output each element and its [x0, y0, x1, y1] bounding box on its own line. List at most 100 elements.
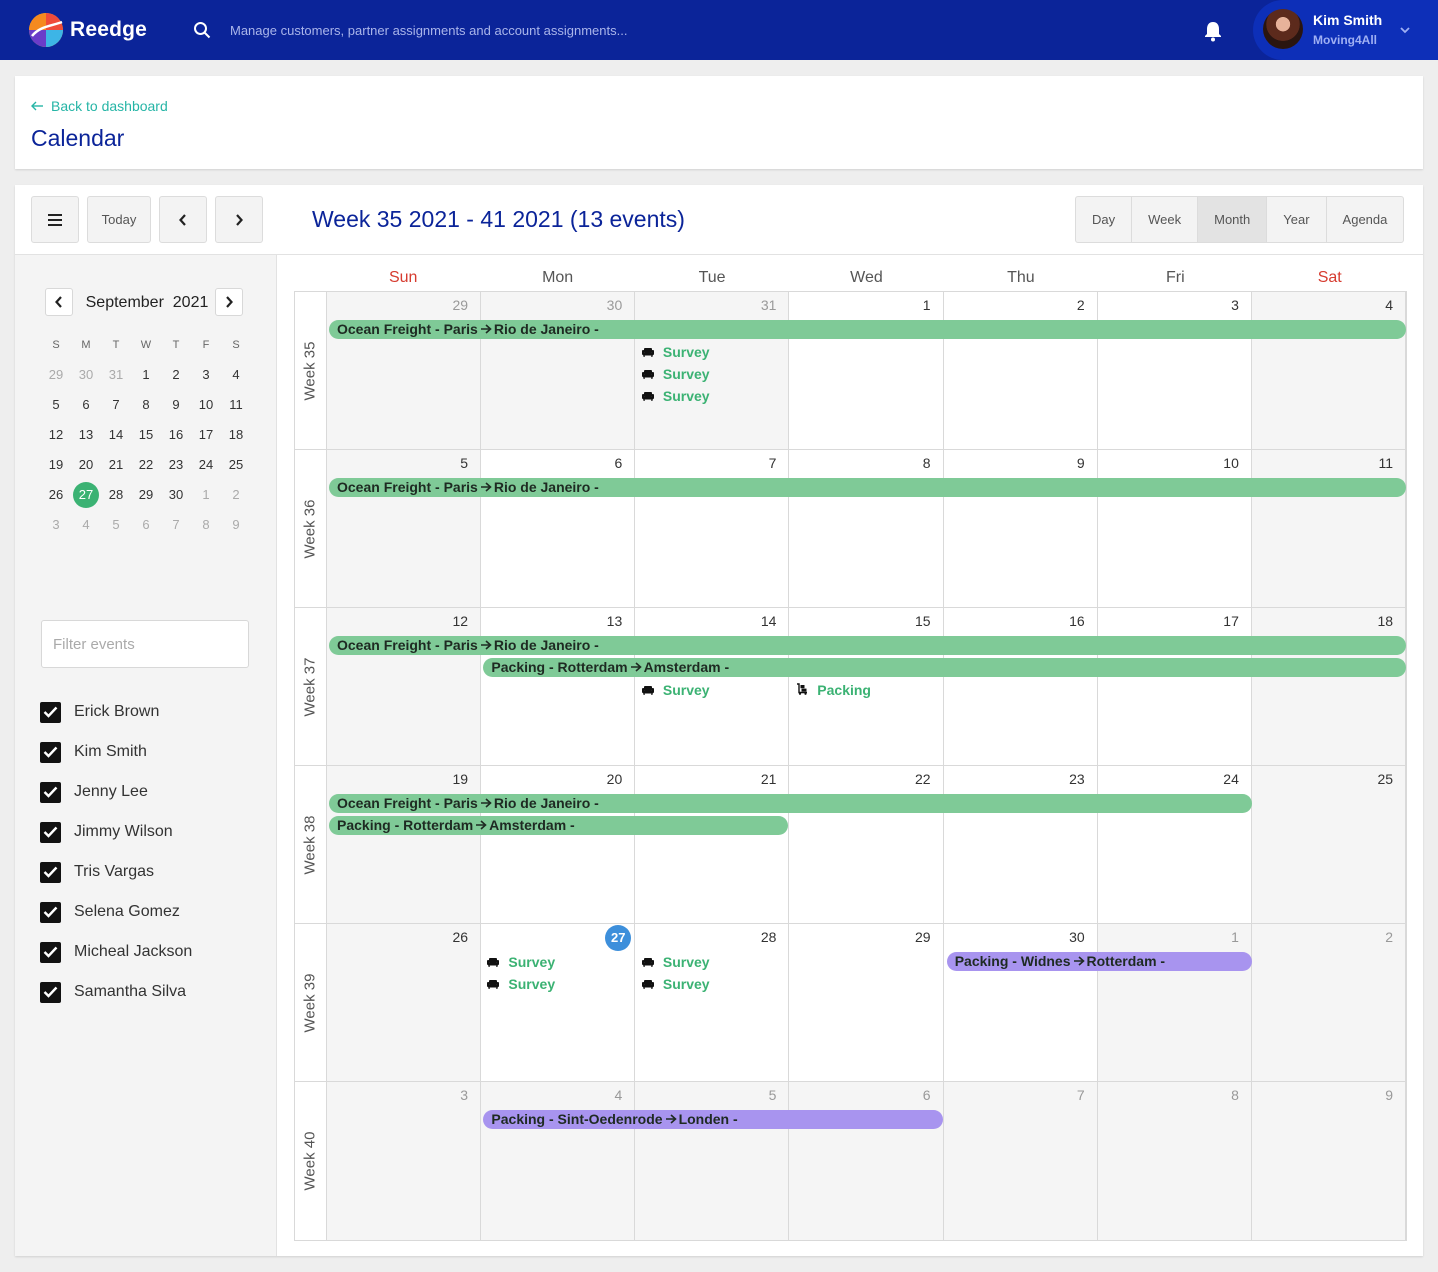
view-button-week[interactable]: Week [1132, 197, 1199, 242]
person-filter-item[interactable]: Micheal Jackson [40, 932, 192, 972]
checkbox-checked[interactable] [40, 981, 61, 1003]
mini-day[interactable]: 6 [131, 512, 161, 538]
checkbox-checked[interactable] [40, 781, 61, 803]
day-number[interactable]: 23 [1069, 771, 1085, 787]
person-filter-item[interactable]: Samantha Silva [40, 972, 192, 1012]
day-number[interactable]: 13 [606, 613, 623, 629]
multi-day-event-bar[interactable]: Ocean Freight - Paris Rio de Janeiro - [329, 478, 1406, 497]
day-number[interactable]: 5 [460, 455, 469, 471]
day-number[interactable]: 8 [922, 455, 931, 471]
mini-day[interactable]: 17 [191, 422, 221, 448]
mini-day[interactable]: 26 [41, 482, 71, 508]
mini-day[interactable]: 29 [131, 482, 161, 508]
back-to-dashboard-link[interactable]: Back to dashboard [31, 98, 168, 114]
mini-day[interactable]: 5 [41, 392, 71, 418]
mini-day[interactable]: 23 [161, 452, 191, 478]
multi-day-event-bar[interactable]: Packing - Rotterdam Amsterdam - [329, 816, 789, 835]
mini-day[interactable]: 31 [101, 362, 131, 388]
person-filter-item[interactable]: Jimmy Wilson [40, 812, 192, 852]
multi-day-event-bar[interactable]: Packing - Widnes Rotterdam - [946, 952, 1252, 971]
today-button[interactable]: Today [87, 196, 151, 243]
day-number[interactable]: 7 [768, 455, 777, 471]
day-cell[interactable]: 5 [326, 450, 482, 607]
next-button[interactable] [215, 196, 263, 243]
person-filter-item[interactable]: Selena Gomez [40, 892, 192, 932]
day-number[interactable]: 19 [452, 771, 469, 787]
search-icon[interactable] [193, 21, 211, 39]
multi-day-event-bar[interactable]: Packing - Sint-Oedenrode Londen - [483, 1110, 943, 1129]
day-number[interactable]: 25 [1377, 771, 1394, 787]
day-number[interactable]: 10 [1223, 455, 1239, 471]
mini-day[interactable]: 8 [191, 512, 221, 538]
mini-day[interactable]: 5 [101, 512, 131, 538]
single-day-event[interactable]: Packing [796, 681, 871, 699]
day-cell[interactable]: 4 [1251, 292, 1407, 449]
mini-day[interactable]: 19 [41, 452, 71, 478]
search-input[interactable] [222, 18, 782, 42]
day-number[interactable]: 12 [452, 613, 469, 629]
mini-day[interactable]: 12 [41, 422, 71, 448]
day-number[interactable]: 4 [1385, 297, 1394, 313]
mini-day[interactable]: 3 [41, 512, 71, 538]
single-day-event[interactable]: Survey [641, 975, 710, 993]
day-cell[interactable]: 15 [789, 608, 944, 765]
day-cell[interactable]: 30 [944, 924, 1098, 1081]
person-filter-item[interactable]: Kim Smith [40, 732, 192, 772]
single-day-event[interactable]: Survey [641, 365, 710, 383]
multi-day-event-bar[interactable]: Ocean Freight - Paris Rio de Janeiro - [329, 636, 1406, 655]
day-number[interactable]: 15 [914, 613, 931, 629]
mini-day-today[interactable]: 27 [71, 482, 101, 508]
day-number[interactable]: 28 [760, 929, 777, 945]
view-button-year[interactable]: Year [1267, 197, 1327, 242]
view-button-day[interactable]: Day [1076, 197, 1133, 242]
menu-button[interactable] [31, 196, 79, 243]
day-cell[interactable]: 2 [944, 292, 1098, 449]
person-filter-item[interactable]: Jenny Lee [40, 772, 192, 812]
day-number[interactable]: 18 [1377, 613, 1394, 629]
day-number[interactable]: 3 [460, 1087, 469, 1103]
mini-day[interactable]: 11 [221, 392, 251, 418]
day-number[interactable]: 30 [606, 297, 623, 313]
day-number[interactable]: 9 [1385, 1087, 1394, 1103]
checkbox-checked[interactable] [40, 901, 61, 923]
mini-day[interactable]: 8 [131, 392, 161, 418]
day-cell[interactable]: 31 [635, 292, 790, 449]
day-cell[interactable]: 27 [481, 924, 636, 1081]
day-cell[interactable]: 23 [944, 766, 1098, 923]
day-number-today[interactable]: 27 [605, 925, 632, 951]
mini-day[interactable]: 21 [101, 452, 131, 478]
mini-day[interactable]: 7 [101, 392, 131, 418]
user-menu[interactable]: Kim Smith Moving4All [1253, 0, 1438, 60]
day-cell[interactable]: 10 [1098, 450, 1252, 607]
day-cell[interactable]: 8 [1097, 1082, 1252, 1240]
mini-day[interactable]: 16 [161, 422, 191, 448]
mini-day[interactable]: 30 [71, 362, 101, 388]
day-number[interactable]: 30 [1069, 929, 1085, 945]
day-cell[interactable]: 28 [635, 924, 790, 1081]
day-number[interactable]: 2 [1385, 929, 1394, 945]
day-cell[interactable]: 30 [481, 292, 636, 449]
mini-prev-month-button[interactable] [45, 288, 73, 316]
single-day-event[interactable]: Survey [641, 953, 710, 971]
day-cell[interactable]: 12 [326, 608, 482, 765]
mini-day[interactable]: 1 [131, 362, 161, 388]
day-cell[interactable]: 11 [1251, 450, 1407, 607]
day-cell[interactable]: 9 [944, 450, 1098, 607]
day-cell[interactable]: 1 [789, 292, 944, 449]
mini-day[interactable]: 14 [101, 422, 131, 448]
person-filter-item[interactable]: Tris Vargas [40, 852, 192, 892]
day-cell[interactable]: 3 [326, 1082, 482, 1240]
day-number[interactable]: 1 [1231, 929, 1239, 945]
day-cell[interactable]: 6 [481, 450, 636, 607]
mini-day[interactable]: 4 [71, 512, 101, 538]
day-cell[interactable]: 17 [1098, 608, 1252, 765]
day-number[interactable]: 29 [452, 297, 469, 313]
day-cell[interactable]: 25 [1251, 766, 1407, 923]
single-day-event[interactable]: Survey [487, 975, 555, 993]
day-number[interactable]: 3 [1231, 297, 1239, 313]
day-cell[interactable]: 2 [1251, 924, 1407, 1081]
mini-day[interactable]: 3 [191, 362, 221, 388]
brand-name[interactable]: Reedge [70, 18, 148, 41]
day-number[interactable]: 16 [1069, 613, 1085, 629]
day-cell[interactable]: 16 [944, 608, 1098, 765]
